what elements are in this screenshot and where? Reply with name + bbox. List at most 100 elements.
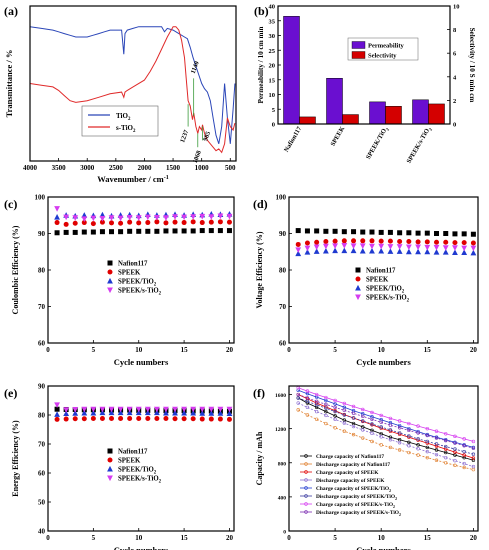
data-point (397, 431, 402, 435)
data-point (135, 215, 142, 221)
data-point (341, 238, 347, 244)
data-point (172, 228, 178, 234)
data-point (434, 429, 439, 433)
data-point (407, 440, 411, 444)
data-point (199, 406, 206, 413)
category-label: Nafion117 (283, 125, 304, 154)
x-axis-label: Cycle numbers (356, 357, 411, 367)
legend-label: Permeability (368, 43, 404, 50)
legend-marker (304, 454, 308, 458)
data-point (378, 229, 384, 235)
data-point (360, 229, 366, 235)
x-axis-label: Cycle numbers (114, 357, 169, 367)
data-point (322, 243, 329, 250)
legend-marker (107, 287, 113, 294)
y-tick-label: 1600 (275, 393, 286, 399)
y-tick-label: 70 (38, 441, 46, 449)
data-point (54, 230, 60, 236)
data-point (452, 240, 458, 246)
data-point (323, 239, 329, 245)
data-point (425, 433, 429, 438)
annotation-label: 1237 (179, 128, 190, 143)
x-axis-label: Cycle numbers (114, 545, 169, 550)
data-point (461, 245, 468, 252)
data-point (378, 243, 385, 250)
data-point (434, 452, 439, 457)
y-tick-label: 10 (269, 92, 276, 99)
data-point (370, 431, 374, 436)
data-point (135, 409, 142, 416)
bar-permeability (369, 101, 386, 125)
data-point (72, 215, 79, 221)
data-point (452, 245, 458, 251)
data-point (424, 239, 430, 245)
data-point (360, 238, 366, 244)
data-point (109, 415, 115, 421)
data-point (208, 416, 214, 422)
data-point (387, 238, 393, 244)
data-point (462, 444, 466, 448)
legend-marker (355, 267, 361, 273)
legend-label: SPEEK/TiO2 (118, 279, 157, 288)
data-point (109, 229, 115, 235)
data-point (127, 228, 133, 234)
data-point (305, 401, 310, 405)
panel-f: 0 5 10 15 20 0 400 800 1200 1600 Cycle numbers Capa… (253, 385, 479, 550)
legend-label: Nafion117 (366, 268, 396, 275)
data-point (452, 249, 458, 255)
data-point (444, 438, 448, 443)
data-point (81, 216, 88, 222)
data-point (323, 228, 329, 234)
y-tick-label: 30 (269, 33, 276, 40)
data-point (341, 229, 347, 235)
data-point (172, 219, 178, 225)
data-point (462, 465, 466, 470)
data-point (379, 443, 383, 447)
panel-c: 0 5 10 15 20 60 70 80 90 100 Cycle numbers Coulombi… (4, 194, 235, 367)
data-point (379, 413, 383, 418)
y-axis-label: Capacity / mAh (255, 431, 264, 485)
y-tick-label: 100 (276, 194, 287, 202)
data-point (444, 450, 448, 455)
data-point (407, 444, 411, 448)
panel-label: (d) (253, 197, 268, 211)
data-point (217, 410, 224, 416)
series-line (298, 397, 474, 455)
category-label: SPEEK (330, 126, 347, 148)
y-tick-label: 60 (38, 340, 46, 348)
data-point (296, 408, 300, 412)
data-point (333, 409, 337, 414)
panel-e: 0 5 10 15 20 40 50 60 70 80 90 Cycle numbers Energy … (4, 383, 235, 550)
series-line-tio2 (29, 26, 236, 144)
data-point (135, 406, 142, 413)
data-point (217, 406, 224, 413)
x-axis-label: Cycle numbers (356, 545, 411, 550)
data-point (154, 228, 160, 234)
data-point (407, 450, 411, 455)
data-point (313, 244, 320, 251)
data-point (471, 446, 476, 450)
data-point (471, 456, 476, 460)
data-point (453, 447, 457, 451)
data-point (217, 416, 223, 422)
data-point (434, 444, 439, 448)
data-point (461, 231, 467, 237)
data-point (443, 239, 449, 245)
legend-label: Selectivity (368, 53, 397, 60)
data-point (379, 420, 383, 424)
data-point (424, 230, 430, 236)
legend-marker (304, 486, 308, 490)
data-point (405, 248, 412, 255)
data-point (442, 245, 449, 251)
y-axis-label: Coulombic Efficiency (%) (11, 225, 20, 314)
y2-tick-label: 4 (453, 74, 457, 81)
y-tick-label: 25 (269, 48, 276, 55)
legend-label: SPEEK/TiO2 (366, 286, 405, 295)
legend-label: SPEEK/s-TiO2 (118, 288, 162, 297)
x-tick-label: 0 (46, 534, 50, 542)
data-point (351, 229, 357, 235)
data-point (163, 409, 169, 416)
data-point (117, 409, 124, 416)
data-point (388, 438, 393, 442)
data-point (350, 243, 357, 250)
